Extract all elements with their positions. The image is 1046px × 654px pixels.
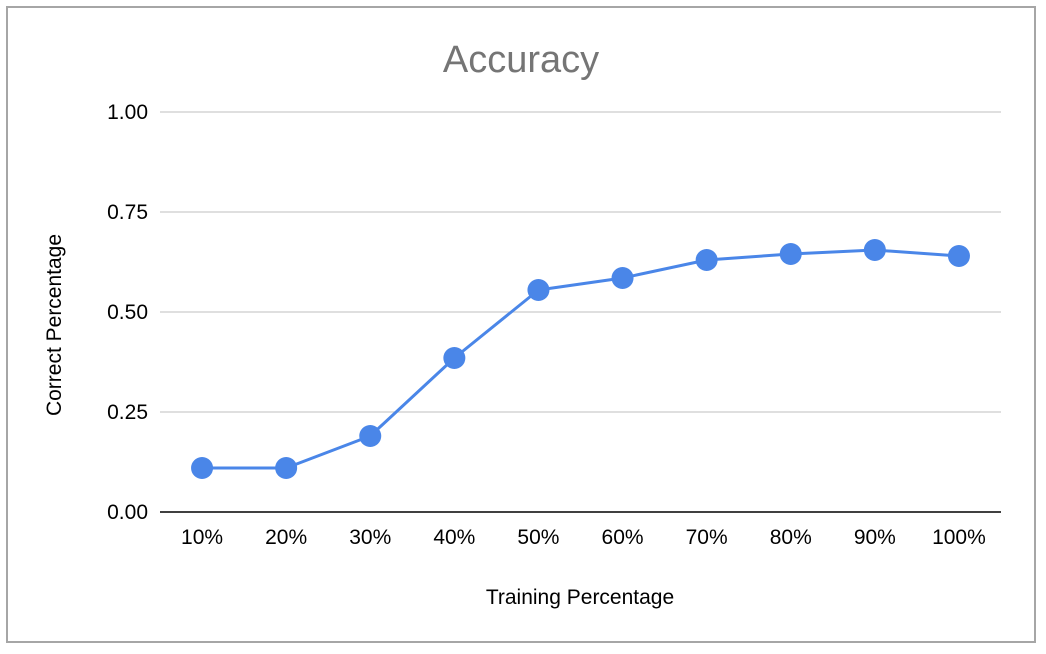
x-tick-label: 90% — [854, 526, 896, 549]
x-tick-label: 80% — [770, 526, 812, 549]
x-tick-label: 30% — [349, 526, 391, 549]
x-tick-label: 40% — [433, 526, 475, 549]
gridlines — [160, 111, 1001, 513]
chart-title: Accuracy — [443, 39, 599, 81]
y-tick-label: 1.00 — [107, 101, 148, 124]
data-point — [359, 425, 382, 447]
x-tick-labels: 10% 20% 30% 40% 50% 60% 70% 80% 90% 100% — [181, 526, 986, 549]
y-tick-label: 0.50 — [107, 301, 148, 324]
y-tick-label: 0.25 — [107, 401, 148, 424]
data-point — [947, 245, 970, 267]
x-tick-label: 10% — [181, 526, 223, 549]
x-tick-label: 50% — [517, 526, 559, 549]
data-point — [527, 279, 550, 301]
data-point — [863, 239, 886, 261]
y-tick-label: 0.75 — [107, 201, 148, 224]
x-tick-label: 20% — [265, 526, 307, 549]
data-point — [611, 267, 634, 289]
data-point — [779, 243, 802, 265]
series-line — [202, 248, 960, 470]
x-tick-label: 60% — [602, 526, 644, 549]
data-point — [275, 457, 298, 479]
y-tick-label: 0.00 — [107, 501, 148, 524]
data-point — [443, 347, 466, 369]
data-point — [695, 249, 718, 271]
x-tick-label: 100% — [932, 526, 986, 549]
series-layer — [191, 239, 970, 479]
data-point — [191, 457, 214, 479]
x-tick-label: 70% — [686, 526, 728, 549]
x-axis-title: Training Percentage — [486, 586, 674, 609]
y-tick-labels: 0.00 0.25 0.50 0.75 1.00 — [107, 101, 148, 524]
y-axis-title: Correct Percentage — [43, 234, 66, 416]
